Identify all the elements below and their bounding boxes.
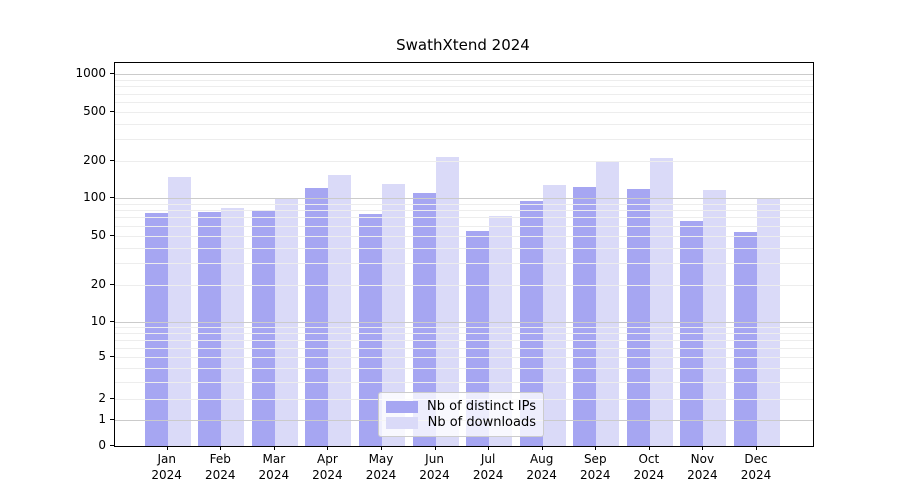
y-tick-label: 10 bbox=[90, 313, 106, 328]
y-gridline-minor bbox=[115, 217, 813, 219]
y-gridline-minor bbox=[115, 160, 813, 162]
y-gridline-minor bbox=[115, 235, 813, 237]
y-tick-label: 20 bbox=[90, 276, 106, 291]
legend-entry-distinct-ips: Nb of distinct IPs bbox=[386, 399, 536, 414]
x-tick bbox=[648, 446, 650, 450]
y-gridline-major bbox=[115, 198, 813, 200]
bar-distinct-ips bbox=[198, 212, 222, 446]
y-tick bbox=[110, 73, 114, 75]
y-gridline-minor bbox=[115, 333, 813, 335]
y-gridline-minor bbox=[115, 348, 813, 350]
bar-downloads bbox=[167, 177, 191, 446]
x-tick bbox=[434, 446, 436, 450]
y-gridline-minor bbox=[115, 101, 813, 103]
x-tick-label: Nov 2024 bbox=[687, 452, 718, 482]
x-tick bbox=[380, 446, 382, 450]
y-tick-label: 2 bbox=[98, 390, 106, 405]
y-tick-label: 0 bbox=[98, 438, 106, 452]
legend: Nb of distinct IPs Nb of downloads bbox=[378, 392, 544, 437]
x-tick bbox=[166, 446, 168, 450]
y-gridline-minor bbox=[115, 340, 813, 342]
y-tick-label: 1 bbox=[98, 412, 106, 427]
y-tick-label: 1000 bbox=[75, 66, 106, 81]
bar-distinct-ips bbox=[626, 188, 650, 446]
y-gridline-minor bbox=[115, 111, 813, 113]
bar-distinct-ips bbox=[144, 213, 168, 446]
y-gridline-minor bbox=[115, 80, 813, 82]
x-tick-label: Sep 2024 bbox=[579, 452, 611, 482]
y-gridline-major bbox=[115, 74, 813, 76]
y-gridline-minor bbox=[115, 247, 813, 249]
bar-downloads bbox=[381, 183, 405, 446]
x-tick-label: May 2024 bbox=[365, 452, 397, 482]
y-gridline-minor bbox=[115, 210, 813, 212]
x-tick bbox=[702, 446, 704, 450]
bar-downloads bbox=[596, 161, 620, 446]
bar-downloads bbox=[328, 174, 352, 446]
x-tick bbox=[488, 446, 490, 450]
bar-distinct-ips bbox=[519, 201, 543, 446]
y-gridline-minor bbox=[115, 327, 813, 329]
y-tick bbox=[110, 445, 114, 446]
y-tick bbox=[110, 110, 114, 112]
y-gridline-minor bbox=[115, 93, 813, 95]
y-gridline-minor bbox=[115, 381, 813, 383]
y-gridline-minor bbox=[115, 86, 813, 88]
x-tick bbox=[273, 446, 275, 450]
y-tick-label: 5 bbox=[98, 349, 106, 364]
x-tick-label: Oct 2024 bbox=[633, 452, 665, 482]
y-tick bbox=[110, 197, 114, 199]
y-tick-label: 200 bbox=[83, 152, 106, 167]
chart-title: SwathXtend 2024 bbox=[396, 36, 530, 54]
bar-distinct-ips bbox=[358, 213, 382, 446]
y-tick-label: 50 bbox=[90, 227, 106, 242]
x-tick bbox=[595, 446, 597, 450]
y-gridline-minor bbox=[115, 262, 813, 264]
x-tick bbox=[755, 446, 757, 450]
x-tick bbox=[327, 446, 329, 450]
x-tick-label: Jun 2024 bbox=[419, 452, 450, 482]
y-tick bbox=[110, 283, 114, 285]
x-tick-label: Jul 2024 bbox=[472, 452, 504, 482]
bar-distinct-ips bbox=[573, 186, 597, 446]
y-tick bbox=[110, 159, 114, 161]
bar-downloads bbox=[489, 215, 513, 446]
x-tick-label: Aug 2024 bbox=[526, 452, 557, 482]
bar-downloads bbox=[542, 184, 566, 446]
x-tick bbox=[220, 446, 222, 450]
x-tick-label: Jan 2024 bbox=[151, 452, 182, 482]
y-tick bbox=[110, 397, 114, 399]
y-tick-label: 500 bbox=[83, 103, 106, 118]
y-gridline-minor bbox=[115, 284, 813, 286]
x-tick-label: Feb 2024 bbox=[204, 452, 236, 482]
y-gridline-minor bbox=[115, 357, 813, 359]
y-tick bbox=[110, 320, 114, 322]
bar-downloads bbox=[435, 157, 459, 446]
y-tick bbox=[110, 419, 114, 421]
y-gridline-minor bbox=[115, 203, 813, 205]
plot-area bbox=[114, 62, 814, 447]
y-tick bbox=[110, 234, 114, 236]
legend-swatch-distinct-ips bbox=[386, 400, 418, 413]
legend-entry-downloads: Nb of downloads bbox=[386, 415, 536, 430]
y-gridline-minor bbox=[115, 123, 813, 125]
bar-downloads bbox=[703, 190, 727, 446]
bar-distinct-ips bbox=[305, 187, 329, 446]
x-tick-label: Dec 2024 bbox=[740, 452, 772, 482]
y-gridline-major bbox=[115, 321, 813, 323]
y-gridline-minor bbox=[115, 139, 813, 141]
y-tick bbox=[110, 356, 114, 358]
bar-distinct-ips bbox=[733, 232, 757, 446]
y-tick-label: 100 bbox=[83, 190, 106, 205]
legend-swatch-downloads bbox=[386, 416, 418, 429]
x-tick bbox=[541, 446, 543, 450]
x-tick-label: Apr 2024 bbox=[312, 452, 343, 482]
x-tick-label: Mar 2024 bbox=[258, 452, 290, 482]
legend-label-downloads: Nb of downloads bbox=[427, 415, 536, 430]
y-gridline-minor bbox=[115, 225, 813, 227]
y-gridline-minor bbox=[115, 368, 813, 370]
bar-downloads bbox=[649, 157, 673, 446]
legend-label-distinct-ips: Nb of distinct IPs bbox=[427, 399, 536, 414]
